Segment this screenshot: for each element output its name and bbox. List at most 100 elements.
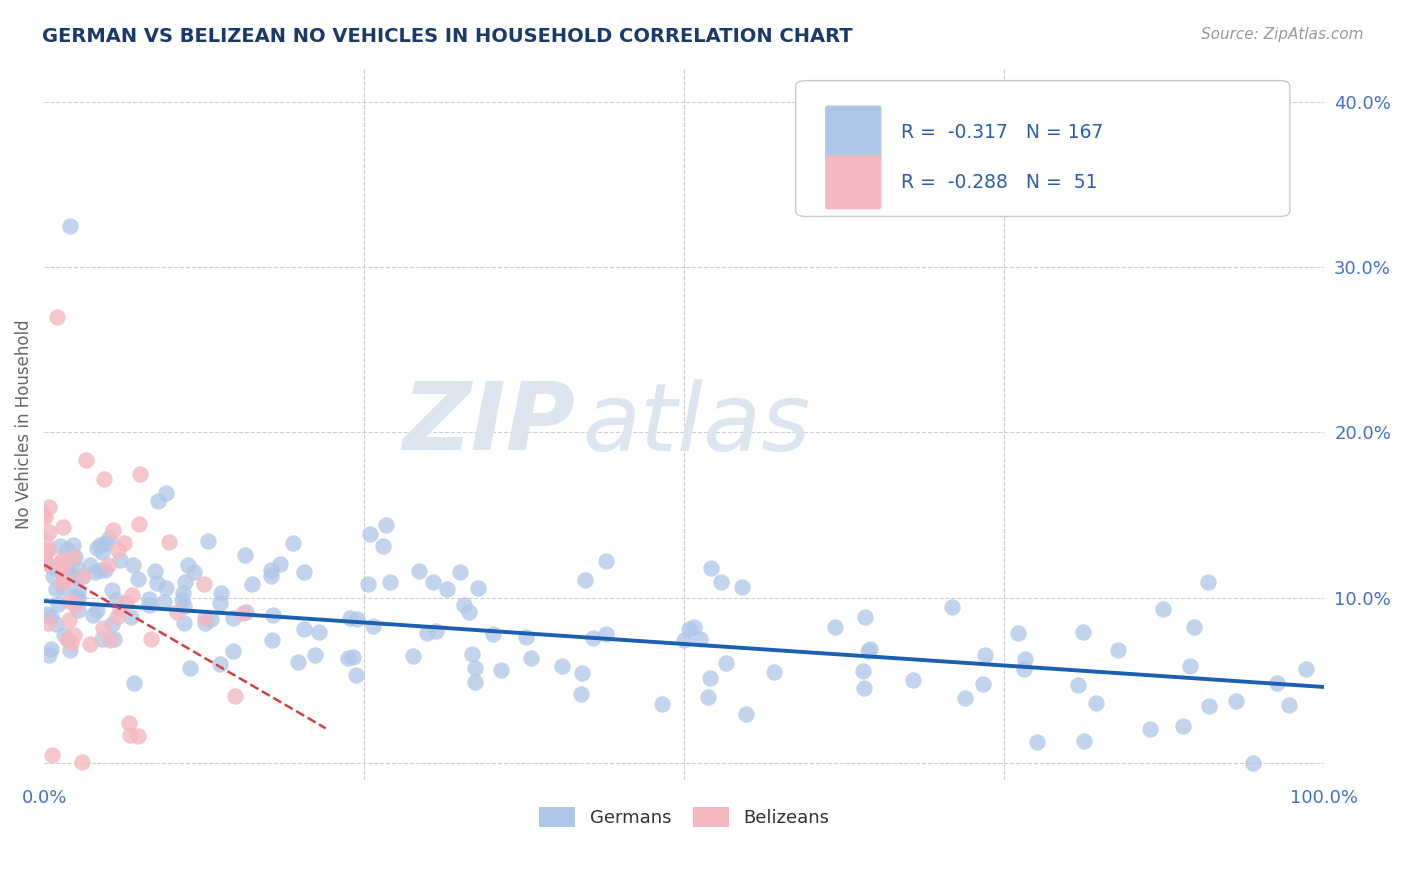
Point bbox=[1152, 601, 1174, 615]
Point bbox=[53, 574, 76, 588]
Point bbox=[232, 606, 254, 620]
Point bbox=[342, 650, 364, 665]
Point bbox=[63, 598, 86, 612]
Point bbox=[1026, 735, 1049, 749]
Point bbox=[35, 556, 58, 570]
Point bbox=[39, 610, 62, 624]
Point bbox=[1012, 662, 1035, 676]
Point bbox=[696, 690, 718, 705]
Point bbox=[209, 586, 232, 600]
Point bbox=[59, 219, 82, 233]
Point bbox=[672, 633, 695, 648]
Point bbox=[37, 543, 59, 558]
Point bbox=[45, 582, 67, 596]
Point bbox=[56, 566, 79, 581]
Point bbox=[121, 588, 143, 602]
Point bbox=[482, 627, 505, 641]
Point bbox=[582, 631, 605, 645]
Point bbox=[94, 535, 117, 549]
Point bbox=[59, 566, 82, 580]
Point bbox=[1265, 676, 1288, 690]
Point bbox=[59, 643, 82, 657]
Point bbox=[97, 558, 120, 572]
Point bbox=[110, 602, 132, 616]
Point bbox=[682, 620, 704, 634]
Point bbox=[574, 573, 596, 587]
Point bbox=[941, 600, 963, 615]
Point bbox=[115, 595, 138, 609]
Point bbox=[58, 613, 80, 627]
Legend: Germans, Belizeans: Germans, Belizeans bbox=[531, 799, 837, 835]
Point bbox=[972, 676, 994, 690]
Point bbox=[240, 577, 263, 591]
Point bbox=[1171, 719, 1194, 733]
Point bbox=[308, 624, 330, 639]
Point bbox=[46, 597, 69, 611]
Point bbox=[93, 563, 115, 577]
Point bbox=[42, 569, 65, 583]
Point bbox=[79, 637, 101, 651]
Point bbox=[422, 574, 444, 589]
Point bbox=[260, 563, 283, 577]
Point bbox=[689, 632, 711, 646]
Point bbox=[124, 675, 146, 690]
Point bbox=[710, 574, 733, 589]
Point bbox=[107, 543, 129, 558]
Point bbox=[1278, 698, 1301, 713]
Point bbox=[75, 453, 97, 467]
Point bbox=[101, 582, 124, 597]
Point bbox=[35, 544, 58, 558]
Point bbox=[859, 642, 882, 657]
Point bbox=[457, 605, 479, 619]
Point bbox=[65, 571, 87, 585]
Point bbox=[108, 553, 131, 567]
Point bbox=[1295, 662, 1317, 676]
Point bbox=[344, 667, 367, 681]
Point bbox=[60, 636, 83, 650]
Point bbox=[699, 672, 721, 686]
Point bbox=[128, 516, 150, 531]
Point bbox=[37, 607, 59, 621]
Point bbox=[41, 641, 63, 656]
Point bbox=[83, 565, 105, 579]
Point bbox=[374, 517, 396, 532]
Point bbox=[1071, 625, 1094, 640]
Point bbox=[38, 524, 60, 539]
Point bbox=[489, 663, 512, 677]
Point bbox=[1178, 659, 1201, 673]
Point bbox=[89, 563, 111, 577]
Point bbox=[177, 558, 200, 572]
Point bbox=[1198, 698, 1220, 713]
Point bbox=[1073, 733, 1095, 747]
Point bbox=[49, 556, 72, 570]
Point bbox=[127, 729, 149, 743]
Point bbox=[93, 621, 115, 635]
Text: Source: ZipAtlas.com: Source: ZipAtlas.com bbox=[1201, 27, 1364, 42]
Point bbox=[416, 626, 439, 640]
Point bbox=[1225, 694, 1247, 708]
Point bbox=[45, 616, 67, 631]
Point bbox=[53, 628, 76, 642]
Point bbox=[699, 560, 721, 574]
Point bbox=[1241, 756, 1264, 770]
Point bbox=[179, 660, 201, 674]
Point bbox=[209, 657, 232, 671]
Point bbox=[197, 534, 219, 549]
Point bbox=[63, 549, 86, 564]
Point bbox=[52, 519, 75, 533]
Point bbox=[287, 656, 309, 670]
Point bbox=[595, 627, 617, 641]
Point bbox=[67, 603, 90, 617]
Point bbox=[208, 596, 231, 610]
Point bbox=[1067, 678, 1090, 692]
Point bbox=[37, 616, 59, 631]
Point bbox=[292, 622, 315, 636]
Point bbox=[359, 526, 381, 541]
Point bbox=[138, 592, 160, 607]
Point bbox=[173, 615, 195, 630]
Point bbox=[858, 644, 880, 658]
Point bbox=[112, 535, 135, 549]
Point bbox=[56, 543, 79, 558]
Point bbox=[90, 545, 112, 559]
Point bbox=[105, 610, 128, 624]
